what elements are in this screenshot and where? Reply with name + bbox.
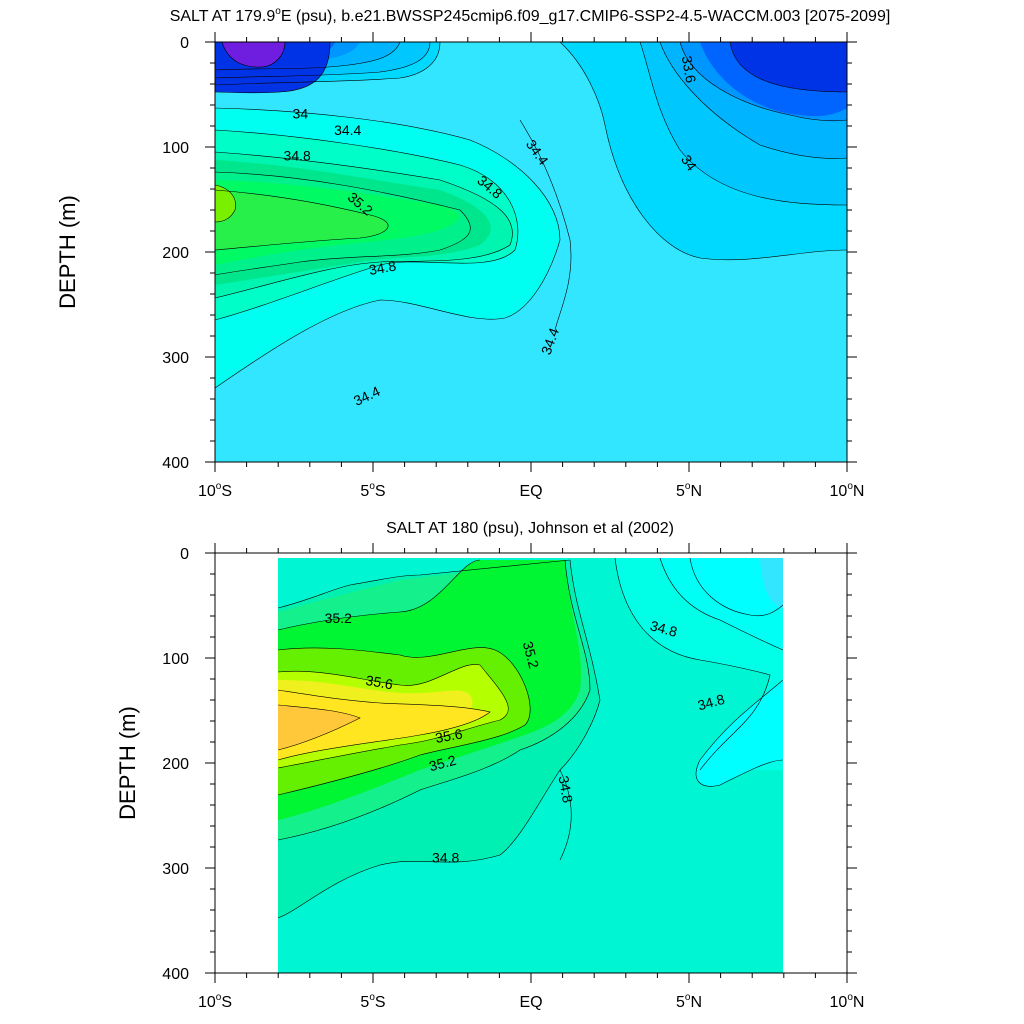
panel-1-title: SALT AT 179.9oE (psu), b.e21.BWSSP245cmi… — [170, 6, 891, 25]
y-tick-label: 100 — [162, 140, 189, 157]
contour-label: 34.8 — [432, 850, 459, 866]
y-tick-label: 400 — [162, 455, 189, 472]
y-tick-label: 300 — [162, 350, 189, 367]
contour-label: 34.8 — [696, 691, 727, 714]
panel-2-ylabel: DEPTH (m) — [115, 706, 140, 820]
x-tick-label: 10oS — [198, 992, 232, 1011]
svg-text:35.2: 35.2 — [520, 640, 543, 671]
contour-label: 35.6 — [434, 725, 464, 746]
contour-label: 34.8 — [556, 774, 577, 804]
panel-1: SALT AT 179.9oE (psu), b.e21.BWSSP245cmi… — [55, 6, 890, 500]
svg-text:35.2: 35.2 — [325, 610, 352, 626]
panel-2-contour-fill — [278, 558, 783, 973]
contour-label: 34 — [293, 105, 309, 121]
contour-label: 34.8 — [368, 257, 398, 278]
panel-2-contour-lines — [278, 558, 783, 919]
svg-text:33.6: 33.6 — [679, 54, 700, 84]
panel-2-axes: 10oS 5oS EQ 5oN 10oN 0 100 200 300 400 — [162, 543, 864, 1011]
svg-text:34: 34 — [293, 105, 309, 121]
contour-label: 34 — [678, 152, 700, 174]
svg-text:34.8: 34.8 — [432, 850, 459, 866]
contour-label: 35.2 — [427, 752, 458, 775]
svg-text:34.8: 34.8 — [368, 257, 398, 278]
x-tick-label: 5oN — [676, 992, 702, 1011]
x-tick-label: 10oS — [198, 481, 232, 500]
svg-text:34.8: 34.8 — [556, 774, 577, 804]
y-tick-label: 0 — [180, 546, 189, 563]
svg-text:34.8: 34.8 — [648, 617, 679, 640]
x-tick-label: 5oN — [676, 481, 702, 500]
y-tick-label: 200 — [162, 245, 189, 262]
panel-1-contour-lines — [215, 42, 847, 389]
x-tick-label: EQ — [519, 483, 542, 500]
panel-1-axes: 10oS 5oS EQ 5oN 10oN 0 100 200 300 400 — [162, 32, 864, 500]
svg-text:35.2: 35.2 — [427, 752, 458, 775]
x-tick-label: 5oS — [360, 481, 385, 500]
contour-label: 33.6 — [679, 54, 700, 84]
panel-2-title: SALT AT 180 (psu), Johnson et al (2002) — [386, 520, 674, 537]
contour-label: 34.4 — [334, 122, 361, 138]
x-tick-label: 10oN — [830, 481, 865, 500]
contour-label: 34.8 — [284, 147, 311, 163]
svg-text:34.4: 34.4 — [334, 122, 361, 138]
panel-2-contour-labels: 35.2 35.2 34.8 35.6 34.8 35.6 35.2 34.8 34.8 — [325, 610, 727, 866]
svg-text:34.8: 34.8 — [696, 691, 727, 714]
y-tick-label: 400 — [162, 966, 189, 983]
panel-2: SALT AT 180 (psu), Johnson et al (2002) — [115, 520, 864, 1011]
svg-text:34.8: 34.8 — [284, 147, 311, 163]
svg-text:35.6: 35.6 — [434, 725, 464, 746]
contour-label: 35.6 — [365, 672, 395, 693]
x-tick-label: EQ — [519, 994, 542, 1011]
y-tick-label: 0 — [180, 35, 189, 52]
y-tick-label: 200 — [162, 756, 189, 773]
x-tick-label: 5oS — [360, 992, 385, 1011]
panel-1-contour-fill — [215, 42, 847, 462]
panel-1-ylabel: DEPTH (m) — [55, 195, 80, 309]
contour-label: 35.2 — [520, 640, 543, 671]
svg-text:35.6: 35.6 — [365, 672, 395, 693]
x-tick-label: 10oN — [830, 992, 865, 1011]
contour-label: 34.8 — [648, 617, 679, 640]
contour-label: 35.2 — [325, 610, 352, 626]
y-tick-label: 300 — [162, 861, 189, 878]
y-tick-label: 100 — [162, 651, 189, 668]
